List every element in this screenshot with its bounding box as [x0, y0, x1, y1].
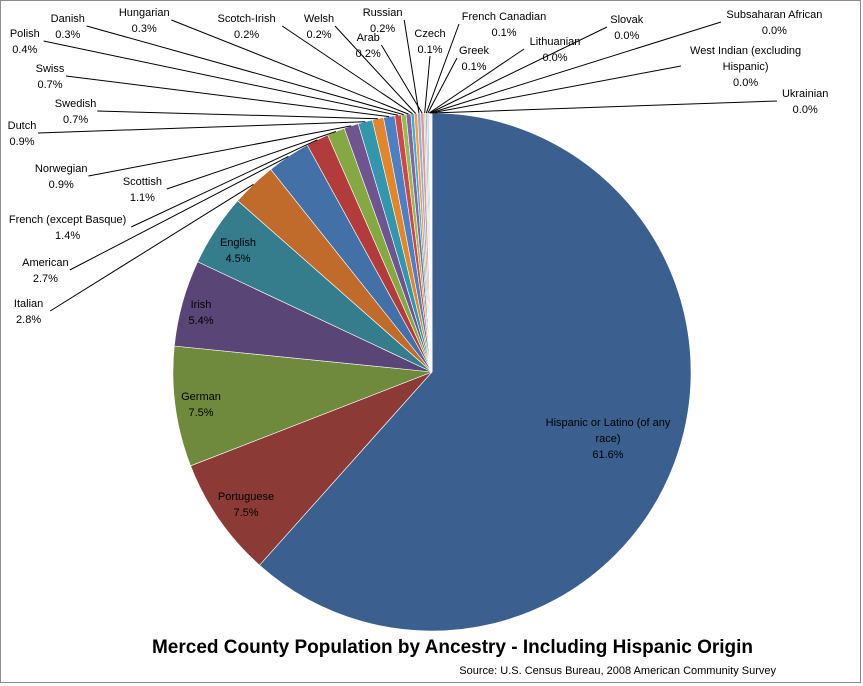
chart-subtitle: Source: U.S. Census Bureau, 2008 America…	[459, 665, 776, 677]
slice-label-french-except-basque: French (except Basque)1.4%	[9, 214, 126, 242]
slice-value-portuguese: 7.5%	[233, 507, 258, 519]
slice-value-lithuanian: 0.0%	[542, 52, 567, 64]
slice-value-welsh: 0.2%	[306, 29, 331, 41]
slice-value-french-canadian: 0.1%	[491, 27, 516, 39]
slice-value-ukrainian: 0.0%	[793, 104, 818, 116]
chart-title: Merced County Population by Ancestry - I…	[21, 637, 863, 659]
slice-value-greek: 0.1%	[461, 61, 486, 73]
slice-value-subsaharan-african: 0.0%	[762, 25, 787, 37]
slice-value-irish: 5.4%	[188, 315, 213, 327]
slice-value-german: 7.5%	[188, 407, 213, 419]
slice-value-french-except-basque: 1.4%	[55, 230, 80, 242]
leader-line-swedish	[97, 111, 378, 119]
leader-line-arab	[381, 45, 422, 113]
slice-value-italian: 2.8%	[16, 314, 41, 326]
slice-value-dutch: 0.9%	[9, 136, 34, 148]
slice-value-west-indian-excluding-hispanic: 0.0%	[733, 77, 758, 89]
slice-value-norwegian: 0.9%	[49, 179, 74, 191]
leader-line-greek	[428, 58, 457, 113]
slice-value-arab: 0.2%	[356, 48, 381, 60]
slice-value-czech: 0.1%	[417, 44, 442, 56]
slice-value-hispanic-or-latino-of-any-race: 61.6%	[592, 449, 623, 461]
slice-value-slovak: 0.0%	[614, 30, 639, 42]
slice-value-english: 4.5%	[225, 253, 250, 265]
slice-value-polish: 0.4%	[12, 44, 37, 56]
leader-line-lithuanian	[429, 49, 524, 113]
slice-value-scotch-irish: 0.2%	[234, 29, 259, 41]
leader-line-slovak	[430, 27, 607, 113]
slice-value-danish: 0.3%	[55, 29, 80, 41]
leader-line-swiss	[66, 76, 389, 117]
slice-value-swedish: 0.7%	[63, 114, 88, 126]
leader-line-polish	[44, 41, 398, 115]
slice-value-scottish: 1.1%	[130, 192, 155, 204]
slice-value-swiss: 0.7%	[37, 79, 62, 91]
slice-value-hungarian: 0.3%	[132, 23, 157, 35]
slice-value-american: 2.7%	[33, 273, 58, 285]
